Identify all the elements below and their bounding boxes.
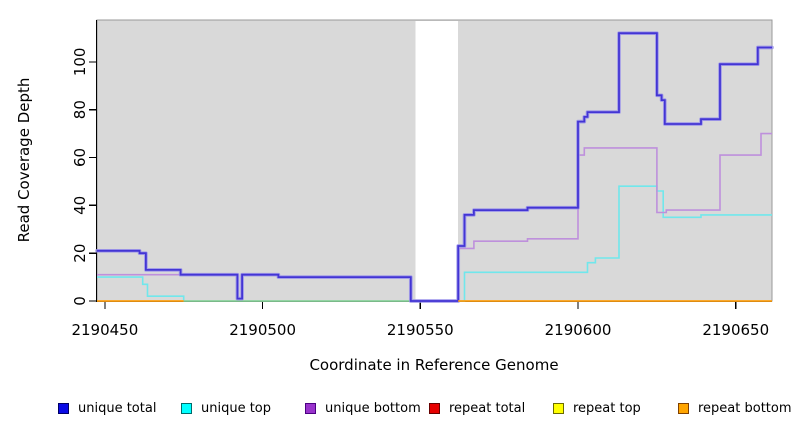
legend-label: repeat top: [573, 400, 641, 416]
y-tick-label: 20: [71, 244, 89, 263]
y-tick-label: 60: [71, 148, 89, 167]
y-tick-label: 100: [71, 48, 89, 77]
x-tick-label: 2190500: [229, 321, 296, 339]
x-tick-label: 2190450: [71, 321, 138, 339]
legend-label: unique top: [201, 400, 272, 416]
x-tick-label: 2190550: [387, 321, 454, 339]
masked-region: [415, 21, 459, 301]
legend-item-repeat-bottom: repeat bottom: [678, 398, 792, 418]
legend-label: unique bottom: [325, 400, 421, 416]
x-axis-title: Coordinate in Reference Genome: [309, 356, 559, 374]
y-tick-label: 40: [71, 196, 89, 215]
legend-item-unique-top: unique top: [181, 398, 271, 418]
legend-item-unique-bottom: unique bottom: [305, 398, 421, 418]
legend-label: repeat total: [449, 400, 526, 416]
repeat-top-swatch-icon: [553, 402, 564, 414]
x-tick-label: 2190650: [702, 321, 769, 339]
repeat-total-swatch-icon: [429, 402, 440, 414]
y-tick-label: 80: [71, 100, 89, 119]
legend-item-repeat-top: repeat top: [553, 398, 641, 418]
legend: unique total unique top unique bottom repea…: [0, 398, 792, 420]
unique-top-swatch-icon: [181, 402, 192, 414]
x-tick-label: 2190600: [545, 321, 612, 339]
series-unique-top: [97, 185, 772, 302]
y-tick-label: 0: [71, 296, 89, 306]
y-axis-title: Read Coverage Depth: [15, 77, 33, 243]
unique-total-swatch-icon: [58, 402, 69, 414]
series-unique-total: [97, 32, 772, 302]
chart-canvas: 0 20 40 60 80 100 2190450 2190500 2190550 2190600…: [71, 19, 774, 339]
legend-item-repeat-total: repeat total: [429, 398, 525, 418]
unique-bottom-swatch-icon: [305, 402, 316, 414]
legend-label: unique total: [78, 400, 157, 416]
repeat-bottom-swatch-icon: [678, 402, 689, 414]
legend-item-unique-total: unique total: [58, 398, 156, 418]
legend-label: repeat bottom: [698, 400, 792, 416]
